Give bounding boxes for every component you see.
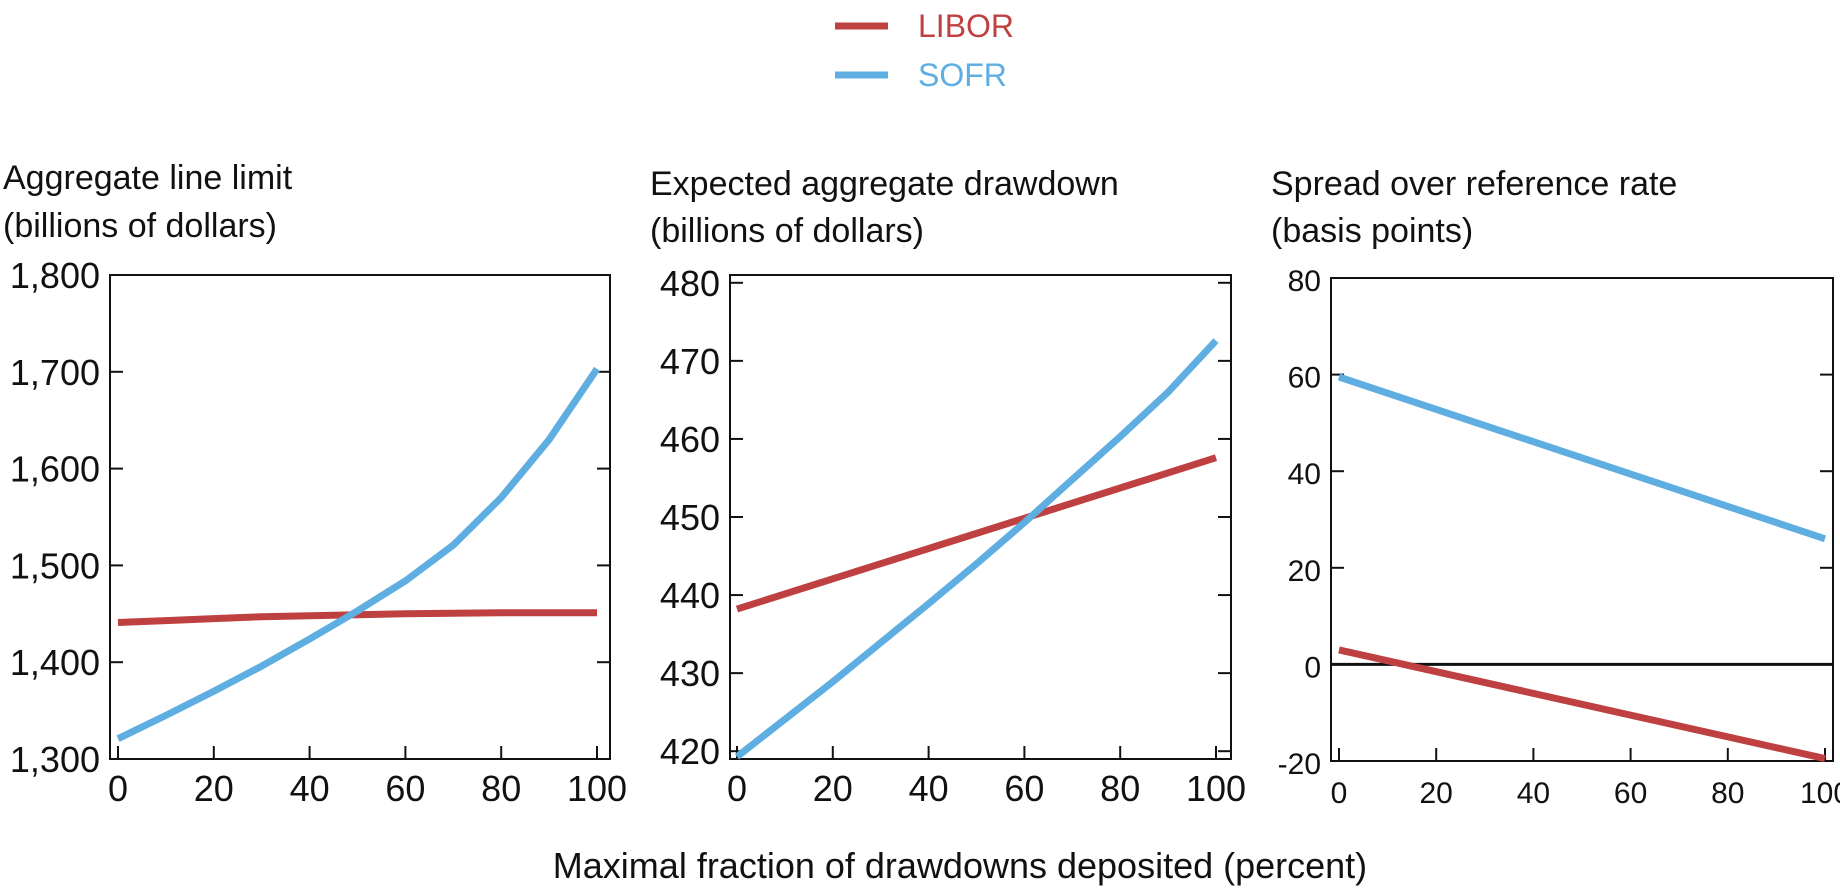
x-tick-label: 80 (481, 768, 521, 809)
y-tick-label: 1,800 (10, 255, 100, 296)
panel-aggregate-line-limit: Aggregate line limit (billions of dollar… (3, 159, 627, 809)
x-tick-label: 0 (1331, 777, 1348, 810)
plot-area: 1,300 1,400 1,500 1,600 1,700 1,800 0 20 40 60 80 1… (10, 255, 627, 809)
shared-x-axis-label: Maximal fraction of drawdowns deposited … (553, 845, 1367, 886)
y-tick-label: 40 (1288, 458, 1321, 491)
y-tick-label: 1,500 (10, 545, 100, 586)
y-tick-label: 480 (660, 263, 720, 304)
x-tick-label: 80 (1100, 768, 1140, 809)
y-tick-label: 460 (660, 419, 720, 460)
legend-item-libor: LIBOR (835, 8, 1014, 44)
x-tick-label: 40 (909, 768, 949, 809)
x-tick-label: 60 (1614, 777, 1647, 810)
panel-spread-over-reference-rate: Spread over reference rate (basis points… (1271, 165, 1840, 810)
x-tick-label: 20 (194, 768, 234, 809)
panel-units: (billions of dollars) (3, 207, 277, 245)
y-tick-label: 450 (660, 497, 720, 538)
x-tick-label: 40 (1517, 777, 1550, 810)
plot-frame (109, 274, 611, 760)
panel-title: Spread over reference rate (1271, 165, 1677, 203)
panel-expected-aggregate-drawdown: Expected aggregate drawdown (billions of… (650, 165, 1246, 809)
series-line-sofr (1337, 373, 1827, 543)
x-tick-label: 100 (567, 768, 627, 809)
y-tick-label: 1,400 (10, 642, 100, 683)
legend: LIBOR SOFR (835, 8, 1014, 93)
y-tick-label: 1,700 (10, 352, 100, 393)
x-tick-label: 0 (727, 768, 747, 809)
panel-title: Expected aggregate drawdown (650, 165, 1119, 203)
y-tick-label: 1,600 (10, 449, 100, 490)
y-tick-label: -20 (1278, 748, 1321, 781)
series-line-sofr (734, 338, 1219, 760)
panel-title: Aggregate line limit (3, 159, 293, 197)
legend-label-libor: LIBOR (918, 8, 1014, 44)
y-tick-label: 430 (660, 653, 720, 694)
x-tick-label: 100 (1800, 777, 1840, 810)
x-tick-label: 100 (1186, 768, 1246, 809)
series-line-libor (735, 454, 1218, 613)
legend-item-sofr: SOFR (835, 57, 1007, 93)
y-tick-label: 20 (1288, 555, 1321, 588)
panel-units: (basis points) (1271, 212, 1473, 250)
x-tick-label: 20 (1420, 777, 1453, 810)
y-tick-label: 1,300 (10, 739, 100, 780)
x-tick-label: 60 (1004, 768, 1044, 809)
plot-area: -20 0 20 40 60 80 0 20 40 60 80 100 (1278, 265, 1840, 810)
series-line-sofr (116, 366, 600, 742)
legend-label-sofr: SOFR (918, 57, 1007, 93)
y-tick-label: 60 (1288, 362, 1321, 395)
x-tick-label: 60 (385, 768, 425, 809)
plot-frame (1330, 277, 1834, 762)
y-tick-label: 440 (660, 575, 720, 616)
panel-units: (billions of dollars) (650, 212, 924, 250)
plot-frame (729, 274, 1232, 760)
x-tick-label: 0 (108, 768, 128, 809)
plot-area: 420 430 440 450 460 470 480 0 20 40 60 80 100 (660, 263, 1246, 809)
x-tick-label: 80 (1711, 777, 1744, 810)
y-tick-label: 0 (1304, 651, 1321, 684)
y-tick-label: 470 (660, 341, 720, 382)
series-line-libor (1338, 646, 1826, 763)
y-tick-label: 420 (660, 731, 720, 772)
x-tick-label: 40 (290, 768, 330, 809)
x-tick-label: 20 (813, 768, 853, 809)
y-tick-label: 80 (1288, 265, 1321, 298)
